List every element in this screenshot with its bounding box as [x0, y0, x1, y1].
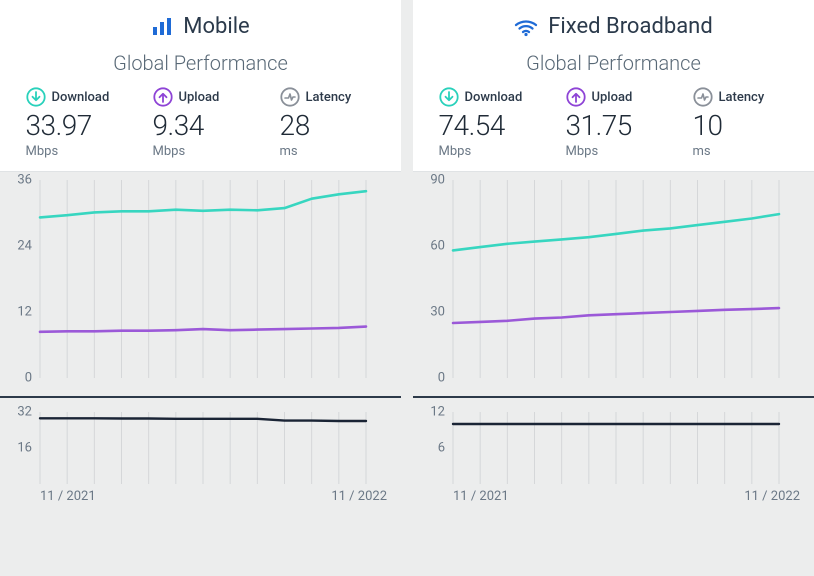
metric-latency: Latency 28 ms [280, 87, 376, 159]
metric-unit: ms [280, 144, 298, 159]
metric-unit: Mbps [153, 144, 186, 159]
metric-value: 31.75 [566, 109, 632, 142]
chart-zone: 0122436 1632 11 / 2021 11 / 2022 [0, 172, 401, 576]
metric-unit: ms [693, 144, 711, 159]
metric-latency: Latency 10 ms [693, 87, 789, 159]
bars-icon [151, 17, 173, 37]
main-chart: 0122436 [14, 180, 387, 378]
ytick-label: 32 [12, 405, 32, 420]
metric-unit: Mbps [439, 144, 472, 159]
download-icon [26, 87, 46, 107]
ytick-label: 90 [425, 173, 445, 188]
panel-mobile: Mobile Global Performance Download 33.97… [0, 0, 401, 576]
metric-download: Download 74.54 Mbps [439, 87, 535, 159]
ytick-label: 30 [425, 305, 445, 320]
metric-label: Latency [719, 90, 765, 105]
ytick-label: 24 [12, 239, 32, 254]
latency-icon [280, 87, 300, 107]
ytick-label: 60 [425, 239, 445, 254]
chart-plot [14, 180, 366, 378]
chart-zone: 0306090 612 11 / 2021 11 / 2022 [413, 172, 814, 576]
metric-download: Download 33.97 Mbps [26, 87, 122, 159]
ytick-label: 12 [425, 405, 445, 420]
metric-value: 33.97 [26, 109, 92, 142]
metric-value: 10 [693, 109, 723, 142]
metrics-row: Download 74.54 Mbps Upload 31.75 Mbps [413, 87, 814, 172]
xtick-end: 11 / 2022 [331, 489, 387, 504]
metric-value: 9.34 [153, 109, 204, 142]
metrics-row: Download 33.97 Mbps Upload 9.34 Mbps L [0, 87, 401, 172]
metric-upload: Upload 9.34 Mbps [153, 87, 249, 159]
metric-unit: Mbps [26, 144, 59, 159]
chart-plot [14, 412, 366, 484]
ytick-label: 0 [12, 371, 32, 386]
wifi-icon [514, 17, 538, 37]
chart-divider [413, 396, 814, 398]
metric-label: Download [52, 90, 110, 105]
upload-icon [566, 87, 586, 107]
xtick-start: 11 / 2021 [453, 489, 509, 504]
secondary-chart: 612 11 / 2021 11 / 2022 [427, 412, 800, 484]
xtick-start: 11 / 2021 [40, 489, 96, 504]
metric-label: Download [465, 90, 523, 105]
metric-value: 74.54 [439, 109, 505, 142]
panel-title: Mobile [183, 14, 249, 39]
ytick-label: 0 [425, 371, 445, 386]
panel-subtitle: Global Performance [0, 43, 401, 87]
metric-upload: Upload 31.75 Mbps [566, 87, 662, 159]
upload-icon [153, 87, 173, 107]
metric-value: 28 [280, 109, 311, 142]
latency-icon [693, 87, 713, 107]
ytick-label: 36 [12, 173, 32, 188]
ytick-label: 6 [425, 441, 445, 456]
ytick-label: 16 [12, 441, 32, 456]
chart-divider [0, 396, 401, 398]
secondary-chart: 1632 11 / 2021 11 / 2022 [14, 412, 387, 484]
main-chart: 0306090 [427, 180, 800, 378]
metric-label: Latency [306, 90, 352, 105]
ytick-label: 12 [12, 305, 32, 320]
metric-label: Upload [179, 90, 220, 105]
chart-plot [427, 412, 779, 484]
xtick-end: 11 / 2022 [744, 489, 800, 504]
panel-title: Fixed Broadband [548, 14, 712, 39]
panel-fixed: Fixed Broadband Global Performance Downl… [413, 0, 814, 576]
metric-label: Upload [592, 90, 633, 105]
download-icon [439, 87, 459, 107]
panel-subtitle: Global Performance [413, 43, 814, 87]
chart-plot [427, 180, 779, 378]
metric-unit: Mbps [566, 144, 599, 159]
